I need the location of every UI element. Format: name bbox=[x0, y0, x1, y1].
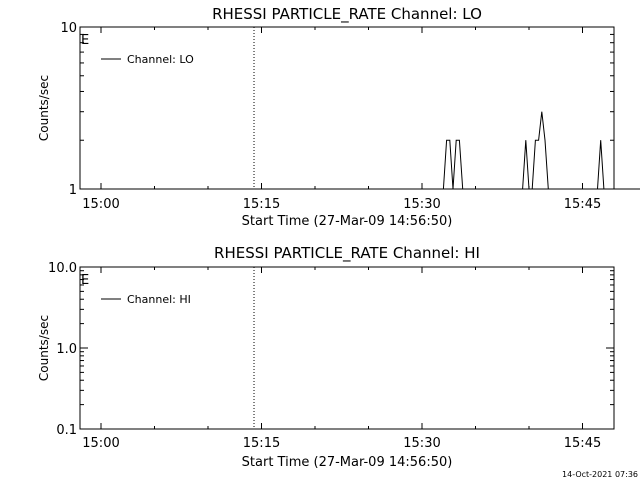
x-tick-label: 15:30 bbox=[403, 436, 440, 451]
y-tick-label: 10 bbox=[60, 21, 77, 36]
x-tick-label: 15:30 bbox=[403, 197, 440, 212]
y-tick-label: 0.1 bbox=[56, 423, 77, 438]
series-line bbox=[442, 111, 640, 190]
y-tick-label: 1.0 bbox=[56, 342, 77, 357]
panel-lo: RHESSI PARTICLE_RATE Channel: LO 15:00 15:… bbox=[37, 5, 640, 229]
axes-frame bbox=[79, 26, 615, 190]
y-axis-label: Counts/sec bbox=[37, 75, 51, 141]
legend-label: Channel: LO bbox=[127, 53, 194, 66]
panel-hi: RHESSI PARTICLE_RATE Channel: HI 15:00 15:… bbox=[37, 244, 615, 470]
chart-title: RHESSI PARTICLE_RATE Channel: LO bbox=[212, 5, 482, 24]
footer-timestamp: 14-Oct-2021 07:36 bbox=[562, 470, 638, 479]
y-tick-label: 1 bbox=[69, 183, 77, 198]
y-axis-label: Counts/sec bbox=[37, 315, 51, 381]
event-label-start: E bbox=[81, 273, 89, 288]
axes-frame bbox=[79, 266, 615, 430]
legend-label: Channel: HI bbox=[127, 293, 191, 306]
x-tick-label: 15:00 bbox=[82, 197, 119, 212]
x-axis-label: Start Time (27-Mar-09 14:56:50) bbox=[242, 214, 453, 229]
x-axis-label: Start Time (27-Mar-09 14:56:50) bbox=[242, 455, 453, 470]
x-tick-label: 15:15 bbox=[243, 436, 280, 451]
x-tick-label: 15:00 bbox=[82, 436, 119, 451]
legend: Channel: HI bbox=[101, 293, 191, 306]
x-tick-label: 15:45 bbox=[564, 436, 601, 451]
x-tick-label: 15:45 bbox=[564, 197, 601, 212]
y-tick-label: 10.0 bbox=[48, 261, 77, 276]
chart-title: RHESSI PARTICLE_RATE Channel: HI bbox=[214, 244, 480, 263]
legend: Channel: LO bbox=[101, 53, 194, 66]
x-tick-label: 15:15 bbox=[243, 197, 280, 212]
event-label-start: E bbox=[81, 33, 89, 48]
